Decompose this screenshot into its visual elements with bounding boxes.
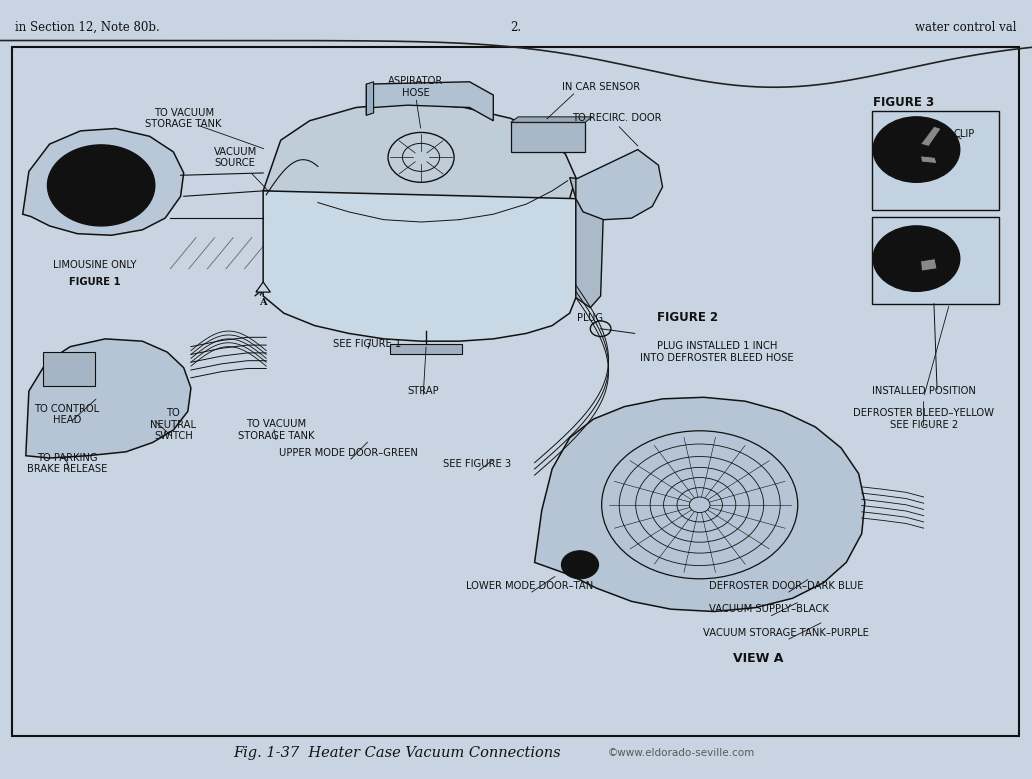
Text: DEFROSTER DOOR–DARK BLUE: DEFROSTER DOOR–DARK BLUE	[709, 581, 864, 590]
Text: TO RECIRC. DOOR: TO RECIRC. DOOR	[573, 114, 662, 123]
Polygon shape	[511, 117, 592, 122]
Text: TO CONTROL
HEAD: TO CONTROL HEAD	[34, 404, 100, 425]
Polygon shape	[921, 156, 937, 164]
Circle shape	[873, 117, 960, 182]
Text: STRAP: STRAP	[408, 386, 439, 396]
Text: TO
NEUTRAL
SWITCH: TO NEUTRAL SWITCH	[151, 408, 196, 441]
Text: VACUUM
SOURCE: VACUUM SOURCE	[214, 146, 257, 168]
Text: 2.: 2.	[511, 21, 521, 33]
Polygon shape	[921, 126, 941, 146]
Circle shape	[885, 126, 947, 173]
Text: VACUUM SUPPLY–BLACK: VACUUM SUPPLY–BLACK	[709, 605, 829, 614]
Text: A: A	[259, 298, 267, 307]
Text: IN CAR SENSOR: IN CAR SENSOR	[562, 83, 641, 92]
Text: FIGURE 3: FIGURE 3	[873, 97, 935, 109]
Text: INSTALLED POSITION: INSTALLED POSITION	[872, 386, 975, 396]
Text: LOWER MODE DOOR–TAN: LOWER MODE DOOR–TAN	[465, 581, 593, 590]
Polygon shape	[43, 352, 95, 386]
Text: TO PARKING
BRAKE RELEASE: TO PARKING BRAKE RELEASE	[27, 453, 107, 474]
Polygon shape	[256, 282, 270, 292]
Text: CLIP: CLIP	[954, 129, 974, 139]
Text: ©www.eldorado-seville.com: ©www.eldorado-seville.com	[608, 749, 754, 758]
Circle shape	[561, 551, 599, 579]
Bar	[12, 47, 1019, 736]
Text: PLUG INSTALLED 1 INCH
INTO DEFROSTER BLEED HOSE: PLUG INSTALLED 1 INCH INTO DEFROSTER BLE…	[641, 341, 794, 363]
Polygon shape	[263, 191, 576, 341]
Bar	[511, 122, 585, 152]
Text: FIGURE 2: FIGURE 2	[656, 312, 718, 324]
Text: ASPIRATOR
HOSE: ASPIRATOR HOSE	[388, 76, 444, 98]
Polygon shape	[872, 217, 999, 304]
Text: PLUG: PLUG	[577, 313, 604, 323]
Text: Fig. 1-37  Heater Case Vacuum Connections: Fig. 1-37 Heater Case Vacuum Connections	[233, 746, 561, 760]
Polygon shape	[263, 103, 576, 238]
Text: VIEW A: VIEW A	[734, 652, 783, 664]
Circle shape	[93, 179, 109, 192]
Circle shape	[78, 168, 124, 203]
Polygon shape	[366, 82, 374, 115]
Polygon shape	[570, 178, 604, 308]
Polygon shape	[390, 344, 462, 354]
Circle shape	[62, 156, 140, 215]
Polygon shape	[26, 339, 191, 458]
Text: TO VACUUM
STORAGE TANK: TO VACUUM STORAGE TANK	[146, 108, 222, 129]
Text: UPPER MODE DOOR–GREEN: UPPER MODE DOOR–GREEN	[280, 449, 418, 458]
Text: SEE FIGURE 3: SEE FIGURE 3	[443, 459, 511, 468]
Text: water control val: water control val	[915, 21, 1017, 33]
Text: in Section 12, Note 80b.: in Section 12, Note 80b.	[15, 21, 160, 33]
Circle shape	[873, 226, 960, 291]
Circle shape	[570, 557, 590, 573]
Text: FIGURE 1: FIGURE 1	[69, 277, 121, 287]
Circle shape	[885, 235, 947, 282]
Circle shape	[898, 136, 935, 164]
Circle shape	[47, 145, 155, 226]
Polygon shape	[535, 397, 865, 612]
Polygon shape	[366, 82, 493, 121]
Text: VACUUM STORAGE TANK–PURPLE: VACUUM STORAGE TANK–PURPLE	[704, 628, 869, 637]
Text: DEFROSTER BLEED–YELLOW
SEE FIGURE 2: DEFROSTER BLEED–YELLOW SEE FIGURE 2	[853, 408, 994, 430]
Polygon shape	[576, 150, 663, 220]
Polygon shape	[872, 111, 999, 210]
Circle shape	[898, 245, 935, 273]
Polygon shape	[23, 129, 184, 235]
Polygon shape	[921, 259, 937, 271]
Text: TO VACUUM
STORAGE TANK: TO VACUUM STORAGE TANK	[238, 419, 315, 441]
Text: LIMOUSINE ONLY: LIMOUSINE ONLY	[54, 260, 136, 270]
Text: SEE FIGURE 1: SEE FIGURE 1	[333, 340, 401, 349]
